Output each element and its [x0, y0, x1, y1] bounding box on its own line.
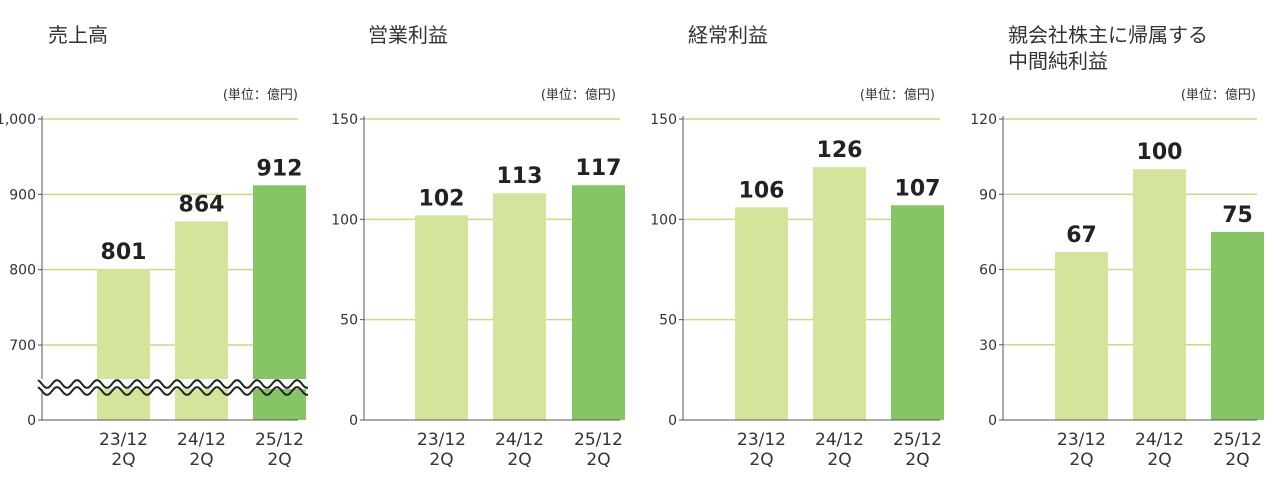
- x-tick-label: 23/12 2Q: [99, 430, 148, 470]
- unit-label: (単位：億円): [541, 87, 616, 103]
- axis-break-wave: [37, 386, 308, 396]
- y-tick-label: 60: [979, 263, 997, 279]
- y-tick-label: 900: [9, 187, 36, 203]
- y-tick-label: 150: [331, 112, 358, 128]
- x-tick-label: 25/12 2Q: [574, 430, 623, 470]
- x-tick-label: 24/12 2Q: [495, 430, 544, 470]
- bar: [1055, 251, 1108, 420]
- y-tick-label: 100: [331, 212, 358, 228]
- value-label: 864: [179, 192, 225, 217]
- y-tick-label: 1,000: [0, 112, 36, 128]
- x-tick-label: 23/12 2Q: [737, 430, 786, 470]
- value-label: 113: [497, 164, 543, 189]
- value-label: 107: [895, 176, 941, 201]
- value-label: 912: [257, 156, 303, 181]
- x-tick-label: 24/12 2Q: [815, 430, 864, 470]
- unit-label: (単位：億円): [860, 87, 935, 103]
- x-tick-label: 25/12 2Q: [1213, 430, 1262, 470]
- x-tick-label: 24/12 2Q: [177, 430, 226, 470]
- y-tick-label: 0: [668, 413, 677, 429]
- y-tick-label: 0: [988, 413, 997, 429]
- bar: [1133, 169, 1186, 420]
- x-tick-label: 24/12 2Q: [1135, 430, 1184, 470]
- y-tick-label: 50: [659, 313, 677, 329]
- x-tick-label: 25/12 2Q: [255, 430, 304, 470]
- bar: [1211, 231, 1264, 420]
- value-label: 100: [1137, 140, 1183, 165]
- y-tick-label: 90: [979, 187, 997, 203]
- y-tick-label: 800: [9, 263, 36, 279]
- y-tick-label: 100: [650, 212, 677, 228]
- y-tick-label: 0: [27, 413, 36, 429]
- bar: [735, 207, 788, 420]
- bar: [493, 193, 546, 420]
- unit-label: (単位：億円): [1181, 87, 1256, 103]
- chart-title: 売上高: [48, 23, 108, 47]
- x-tick-label: 23/12 2Q: [1057, 430, 1106, 470]
- chart-title: 親会社株主に帰属する中間純利益: [1008, 23, 1208, 73]
- chart-title: 経常利益: [688, 23, 768, 47]
- chart-title: 営業利益: [368, 23, 448, 47]
- axis-break-wave: [37, 379, 308, 389]
- bar: [415, 215, 468, 420]
- x-tick-label: 25/12 2Q: [893, 430, 942, 470]
- y-tick-label: 700: [9, 338, 36, 354]
- value-label: 126: [817, 138, 863, 163]
- bar: [891, 205, 944, 420]
- y-tick-label: 150: [650, 112, 677, 128]
- y-tick-label: 30: [979, 338, 997, 354]
- bar: [572, 185, 625, 420]
- value-label: 801: [101, 240, 147, 265]
- x-tick-label: 23/12 2Q: [417, 430, 466, 470]
- bar: [813, 167, 866, 420]
- value-label: 102: [419, 186, 465, 211]
- value-label: 67: [1066, 223, 1097, 248]
- y-tick-label: 120: [970, 112, 997, 128]
- y-tick-label: 50: [340, 313, 358, 329]
- value-label: 117: [576, 156, 622, 181]
- bar: [97, 268, 150, 420]
- value-label: 106: [739, 178, 785, 203]
- unit-label: (単位：億円): [223, 87, 298, 103]
- y-tick-label: 0: [349, 413, 358, 429]
- value-label: 75: [1222, 203, 1253, 228]
